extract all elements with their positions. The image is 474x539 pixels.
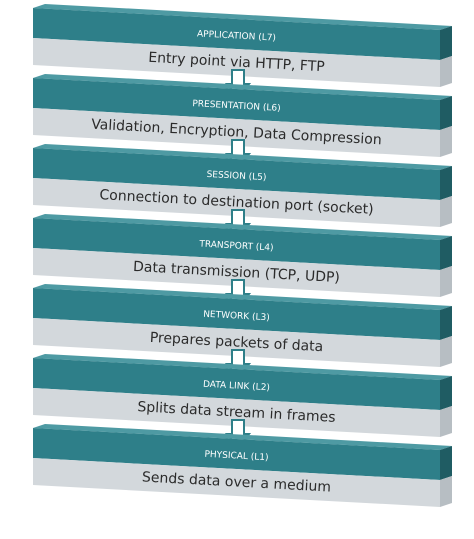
- layer-desc-band: [33, 178, 440, 227]
- layer-block: APPLICATION (L7)Entry point via HTTP, FT…: [33, 4, 452, 87]
- layer-band-side: [440, 306, 452, 340]
- layer-band: [33, 8, 440, 60]
- layer-desc-side: [440, 56, 452, 87]
- layer-title: DATA LINK (L2): [203, 380, 270, 394]
- layer-desc-band: [33, 388, 440, 437]
- layer-band: [33, 78, 440, 130]
- layer-band-side: [440, 376, 452, 410]
- layer-band-side: [440, 236, 452, 270]
- layer-band-side: [440, 96, 452, 130]
- layer-band: [33, 218, 440, 270]
- layer-desc-side: [440, 196, 452, 227]
- layer-title: TRANSPORT (L4): [198, 239, 274, 253]
- layer-top-face: [33, 424, 452, 450]
- layer-title: PHYSICAL (L1): [204, 450, 269, 463]
- layers-group: APPLICATION (L7)Entry point via HTTP, FT…: [33, 4, 452, 507]
- layer-top-face: [33, 354, 452, 380]
- layer-desc-band: [33, 318, 440, 367]
- layer-band: [33, 288, 440, 340]
- layer-block: SESSION (L5)Connection to destination po…: [33, 144, 452, 227]
- layer-block: PRESENTATION (L6)Validation, Encryption,…: [33, 74, 452, 157]
- layer-desc-side: [440, 336, 452, 367]
- layer-desc-side: [440, 126, 452, 157]
- layer-band: [33, 428, 440, 480]
- layer-band-side: [440, 446, 452, 480]
- layer-block: NETWORK (L3)Prepares packets of data: [33, 284, 452, 367]
- layer-block: DATA LINK (L2)Splits data stream in fram…: [33, 354, 452, 437]
- layer-band: [33, 148, 440, 200]
- layer-top-face: [33, 214, 452, 240]
- layer-title: SESSION (L5): [206, 170, 266, 183]
- layer-top-face: [33, 284, 452, 310]
- layer-title: NETWORK (L3): [203, 310, 270, 324]
- layer-block: PHYSICAL (L1)Sends data over a medium: [33, 424, 452, 507]
- layer-band-side: [440, 26, 452, 60]
- layer-band: [33, 358, 440, 410]
- layer-title: APPLICATION (L7): [197, 29, 276, 43]
- layer-desc-band: [33, 248, 440, 297]
- layer-desc-band: [33, 458, 440, 507]
- layer-desc-side: [440, 266, 452, 297]
- layer-desc-band: [33, 38, 440, 87]
- layer-block: TRANSPORT (L4)Data transmission (TCP, UD…: [33, 214, 452, 297]
- layer-desc-side: [440, 476, 452, 507]
- layer-band-side: [440, 166, 452, 200]
- layer-top-face: [33, 144, 452, 170]
- layer-title: PRESENTATION (L6): [192, 99, 281, 114]
- layer-desc-band: [33, 108, 440, 157]
- layer-top-face: [33, 4, 452, 30]
- layer-top-face: [33, 74, 452, 100]
- layer-desc-side: [440, 406, 452, 437]
